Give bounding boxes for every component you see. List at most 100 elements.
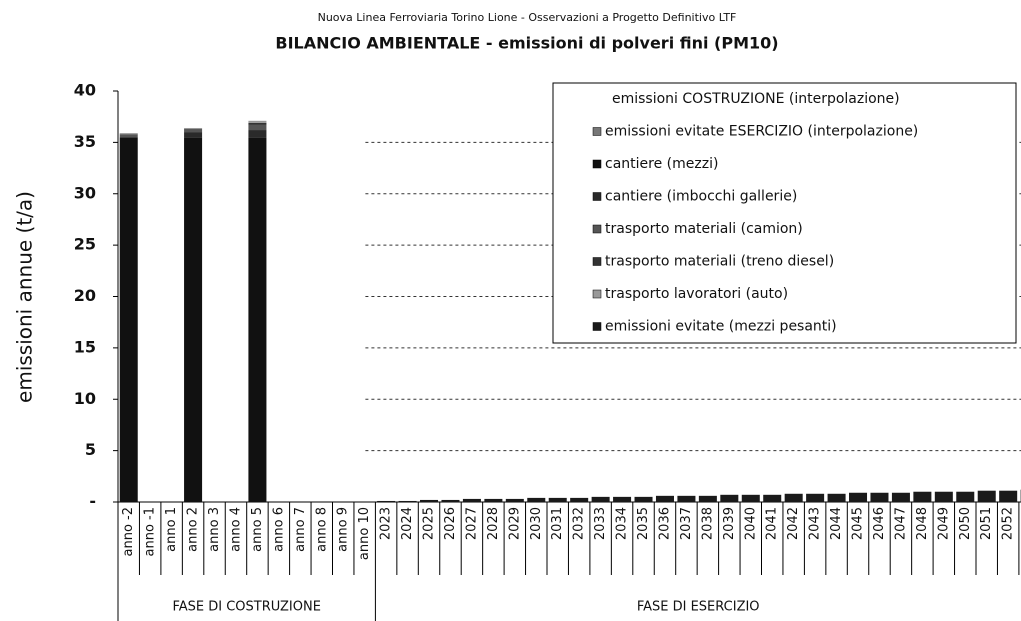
- bar-segment: [548, 497, 567, 502]
- bar-segment: [763, 494, 782, 502]
- x-tick-label: 2028: [486, 507, 501, 540]
- x-tick-label: 2023: [379, 507, 394, 540]
- legend-box: [552, 82, 1017, 344]
- bar-segment: [248, 130, 267, 138]
- legend-label: cantiere (imbocchi gallerie): [605, 189, 797, 205]
- bar-segment: [720, 494, 739, 502]
- y-tick-label: -: [89, 492, 96, 511]
- bar-segment: [505, 498, 524, 502]
- bar-segment: [613, 496, 632, 502]
- x-tick-label: 2044: [829, 507, 844, 540]
- chart-subtitle: Nuova Linea Ferroviaria Torino Lione - O…: [318, 11, 737, 24]
- y-tick-label: 20: [74, 286, 96, 305]
- x-tick-label: anno 5: [250, 507, 265, 552]
- x-tick-label: anno -1: [143, 507, 158, 557]
- y-tick-label: 5: [85, 440, 96, 459]
- x-tick-label: 2025: [422, 507, 437, 540]
- x-tick-label: 2047: [893, 507, 908, 540]
- x-tick-label: 2039: [722, 507, 737, 540]
- x-tick-label: 2048: [915, 507, 930, 540]
- legend-label: emissioni evitate ESERCIZIO (interpolazi…: [605, 124, 918, 140]
- bar-segment: [398, 500, 417, 502]
- y-tick-label: 25: [74, 235, 96, 254]
- x-tick-label: 2033: [593, 507, 608, 540]
- y-tick-label: 40: [74, 81, 96, 100]
- x-tick-label: anno 9: [336, 507, 351, 552]
- bar-segment: [784, 493, 803, 502]
- x-tick-label: 2050: [958, 507, 973, 540]
- bar-segment: [119, 137, 138, 503]
- bar-segment: [462, 498, 481, 502]
- bar-segment: [913, 491, 932, 502]
- legend-label: trasporto materiali (camion): [605, 221, 803, 237]
- bar-segment: [420, 499, 439, 502]
- bar-segment: [119, 133, 138, 135]
- x-tick-label: 2035: [636, 507, 651, 540]
- x-tick-label: 2046: [872, 507, 887, 540]
- bar-segment: [248, 124, 267, 131]
- bar-segment: [248, 137, 267, 503]
- legend-swatch: [592, 192, 602, 201]
- x-tick-label: anno -2: [121, 507, 136, 557]
- legend-label: emissioni evitate (mezzi pesanti): [605, 319, 837, 335]
- legend-swatch: [592, 289, 602, 299]
- x-tick-label: anno 6: [271, 507, 286, 552]
- bar-segment: [184, 129, 203, 133]
- x-tick-label: 2026: [443, 507, 458, 540]
- bar-segment: [741, 494, 760, 502]
- x-tick-label: anno 1: [164, 507, 179, 552]
- bar-segment: [934, 491, 953, 502]
- chart-title: BILANCIO AMBIENTALE - emissioni di polve…: [275, 34, 778, 53]
- bar-segment: [570, 497, 589, 502]
- x-tick-label: anno 7: [293, 507, 308, 552]
- x-tick-label: 2037: [679, 507, 694, 540]
- bar-segment: [849, 492, 868, 502]
- bar-segment: [977, 490, 996, 502]
- bar-segment: [591, 496, 610, 502]
- x-tick-label: 2049: [936, 507, 951, 540]
- x-tick-label: 2030: [529, 507, 544, 540]
- x-tick-label: anno 8: [314, 507, 329, 552]
- x-tick-label: 2040: [743, 507, 758, 540]
- bar-segment: [655, 495, 674, 502]
- bar-segment: [677, 495, 696, 502]
- legend-swatch: [592, 224, 602, 234]
- bar-segment: [827, 493, 846, 502]
- x-tick-label: 2043: [808, 507, 823, 540]
- bar-segment: [891, 492, 910, 502]
- bar-segment: [184, 127, 203, 130]
- x-tick-label: 2042: [786, 507, 801, 540]
- x-tick-label: 2051: [979, 507, 994, 540]
- y-axis-label: emissioni annue (t/a): [13, 191, 37, 403]
- bar-segment: [806, 493, 825, 502]
- x-tick-label: 2029: [507, 507, 522, 540]
- legend-swatch: [592, 322, 602, 331]
- bar-segment: [698, 495, 717, 502]
- bar-segment: [484, 498, 503, 502]
- x-tick-label: 2045: [851, 507, 866, 540]
- x-tick-label: 2034: [615, 507, 630, 540]
- legend-swatch: [592, 257, 602, 266]
- x-tick-label: anno 4: [228, 507, 243, 552]
- x-tick-label: 2052: [1001, 507, 1016, 540]
- bar-segment: [248, 122, 267, 125]
- legend-label: trasporto lavoratori (auto): [605, 286, 788, 302]
- x-tick-label: 2024: [400, 507, 415, 540]
- y-tick-label: 35: [74, 132, 96, 151]
- bar-segment: [184, 132, 203, 138]
- bar-segment: [634, 496, 653, 502]
- legend-label: cantiere (mezzi): [605, 156, 718, 172]
- bar-segment: [441, 499, 460, 502]
- y-tick-label: 30: [74, 183, 96, 202]
- bar-segment: [184, 137, 203, 503]
- x-tick-label: 2031: [550, 507, 565, 540]
- bar-segment: [248, 120, 267, 123]
- bar-segment: [870, 492, 889, 502]
- bar-segment: [527, 497, 546, 502]
- group-label: FASE DI ESERCIZIO: [637, 600, 760, 615]
- bar-segment: [377, 500, 396, 502]
- x-tick-label: anno 2: [186, 507, 201, 552]
- x-tick-label: anno 3: [207, 507, 222, 552]
- x-tick-label: 2041: [765, 507, 780, 540]
